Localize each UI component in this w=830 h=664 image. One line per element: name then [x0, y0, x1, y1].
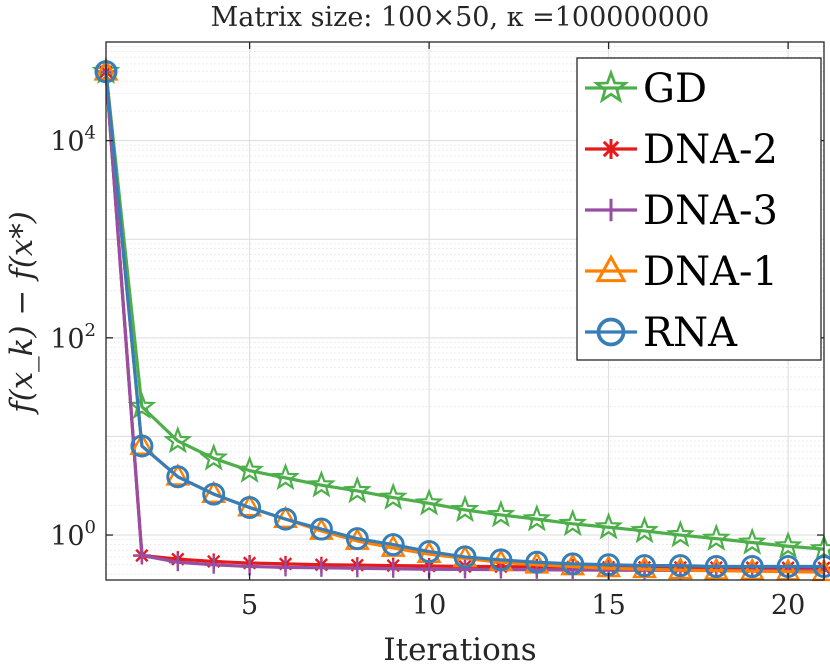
- data-point-rna: [525, 550, 549, 574]
- data-point-dna-1: [703, 557, 729, 580]
- data-point-gd: [594, 512, 624, 540]
- data-point-gd: [522, 503, 552, 532]
- legend-entry-dna-3: DNA-3: [585, 188, 778, 234]
- data-point-dna-3: [384, 559, 403, 578]
- axes: 5 10 15 20 100 102 104: [50, 41, 825, 621]
- data-point-dna-3: [456, 560, 474, 579]
- y-tick-label: 104: [50, 123, 96, 158]
- data-point-gd: [127, 391, 157, 420]
- data-point-rna: [740, 554, 764, 578]
- data-point-rna: [381, 533, 405, 557]
- y-axis-label: f(x_k) − f(x*): [4, 211, 40, 415]
- legend-entry-dna-1: DNA-1: [585, 249, 778, 295]
- x-tick-label: 5: [241, 590, 258, 621]
- legend-entry-dna-2: DNA-2: [585, 127, 778, 173]
- data-point-gd: [665, 519, 695, 548]
- data-point-rna: [561, 552, 585, 576]
- data-point-rna: [704, 554, 728, 578]
- data-point-dna-1: [667, 556, 693, 580]
- data-point-rna: [633, 554, 656, 578]
- legend-label-dna-2: DNA-2: [643, 127, 778, 173]
- data-point-dna-3: [348, 559, 367, 578]
- data-point-gd: [199, 443, 229, 471]
- data-point-rna: [309, 517, 333, 541]
- x-tick-label: 15: [591, 590, 625, 621]
- data-point-dna-3: [276, 558, 295, 577]
- data-point-gd: [701, 523, 731, 551]
- data-point-gd: [630, 515, 659, 544]
- data-point-dna-3: [312, 558, 331, 577]
- data-point-gd: [306, 470, 336, 498]
- legend-label-dna-3: DNA-3: [643, 188, 778, 234]
- data-point-rna: [345, 527, 369, 551]
- data-point-gd: [773, 531, 803, 559]
- data-point-gd: [163, 425, 193, 454]
- data-point-dna-1: [129, 432, 155, 455]
- data-point-gd: [342, 475, 372, 504]
- data-point-gd: [235, 455, 265, 483]
- data-point-rna: [453, 545, 477, 569]
- data-point-rna: [166, 465, 190, 489]
- data-point-gd: [737, 527, 767, 555]
- legend: GD DNA-2 DNA-3 DNA-1 RNA: [576, 57, 822, 361]
- legend-marker-rna: [596, 317, 626, 347]
- legend-label-rna: RNA: [643, 310, 738, 356]
- data-point-rna: [130, 434, 154, 458]
- data-point-rna: [668, 554, 692, 578]
- data-point-gd: [378, 482, 408, 510]
- legend-marker-dna-2: [601, 139, 621, 159]
- data-point-gd: [414, 488, 444, 516]
- data-point-dna-3: [240, 557, 259, 576]
- x-tick-label: 20: [771, 590, 805, 621]
- legend-marker-dna-1: [595, 254, 627, 283]
- data-point-gd: [486, 499, 516, 528]
- legend-marker-dna-3: [599, 198, 623, 222]
- data-point-rna: [417, 540, 441, 564]
- x-axis-label: Iterations: [383, 632, 536, 664]
- y-tick-label: 100: [50, 517, 96, 552]
- data-point-rna: [489, 548, 513, 572]
- data-point-dna-3: [204, 555, 223, 574]
- data-point-dna-3: [168, 553, 187, 572]
- data-point-rna: [238, 496, 262, 520]
- series-line-rna: [104, 71, 824, 569]
- data-point-gd: [450, 494, 480, 523]
- y-tick-label: 102: [50, 320, 96, 355]
- data-point-dna-3: [132, 546, 151, 565]
- data-point-dna-1: [165, 463, 191, 486]
- legend-marker-gd: [592, 69, 630, 104]
- data-point-gd: [558, 508, 588, 537]
- data-point-dna-1: [739, 557, 765, 581]
- legend-box: [576, 57, 822, 361]
- x-tick-label: 10: [412, 590, 446, 621]
- legend-label-gd: GD: [643, 66, 707, 112]
- legend-entry-gd: GD: [585, 66, 707, 112]
- axes-box: [105, 41, 825, 581]
- series-line-gd: [104, 71, 825, 551]
- data-point-rna: [202, 482, 226, 506]
- chart-title: Matrix size: 100×50, κ =100000000: [211, 2, 710, 33]
- data-point-rna: [274, 507, 297, 531]
- legend-entry-rna: RNA: [585, 310, 738, 356]
- series-gd: [91, 56, 830, 562]
- legend-label-dna-1: DNA-1: [643, 249, 778, 295]
- data-point-gd: [271, 462, 300, 491]
